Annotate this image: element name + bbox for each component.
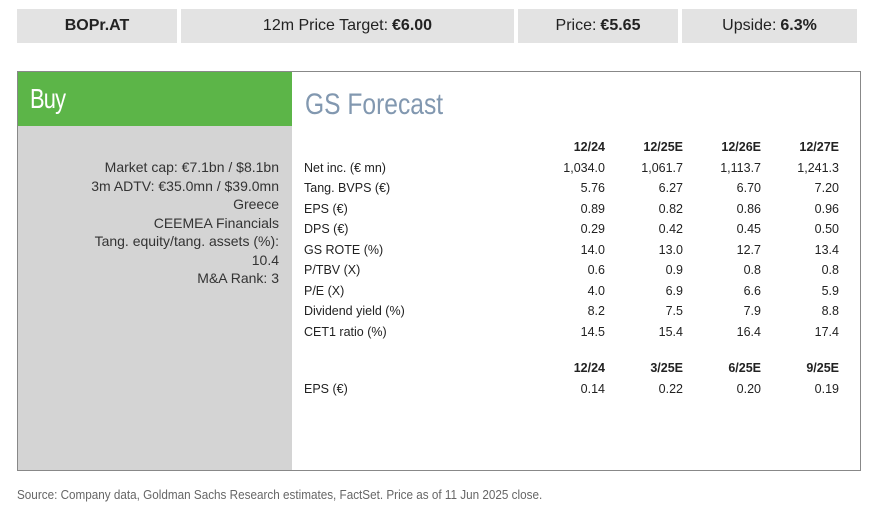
table-row: DPS (€) 0.29 0.42 0.45 0.50 xyxy=(304,219,839,240)
meta-market-cap: Market cap: €7.1bn / $8.1bn xyxy=(104,159,279,175)
table-row: EPS (€) 0.14 0.22 0.20 0.19 xyxy=(304,379,839,400)
table-cell: 6.70 xyxy=(736,181,761,196)
price-target-label: 12m Price Target: xyxy=(262,17,389,34)
table-cell: 0.96 xyxy=(814,201,839,216)
column-header: 12/25E xyxy=(643,140,683,155)
meta-country: Greece xyxy=(233,196,279,212)
table-cell: 0.50 xyxy=(814,222,839,237)
quarterly-forecast-table: 12/24 3/25E 6/25E 9/25E EPS (€) 0.14 0.22 0.20… xyxy=(304,358,839,399)
table-cell: 0.8 xyxy=(743,263,761,278)
upside: Upside: 6.3% xyxy=(682,9,857,43)
table-cell: 6.9 xyxy=(665,283,683,298)
meta-tang-equity-label: Tang. equity/tang. assets (%): xyxy=(94,233,279,249)
table-cell: 0.29 xyxy=(580,222,605,237)
meta-ma-rank: M&A Rank: 3 xyxy=(197,270,279,286)
column-header: 9/25E xyxy=(806,361,839,376)
column-header: 12/26E xyxy=(721,140,761,155)
table-header-row: 12/24 3/25E 6/25E 9/25E xyxy=(304,358,839,379)
table-row: GS ROTE (%) 14.0 13.0 12.7 13.4 xyxy=(304,240,839,261)
column-header: 12/24 xyxy=(573,361,605,376)
row-label: DPS (€) xyxy=(304,222,349,237)
upside-label: Upside: xyxy=(722,17,777,34)
column-header: 6/25E xyxy=(728,361,761,376)
price-label: Price: xyxy=(555,17,597,34)
row-label: Dividend yield (%) xyxy=(304,304,405,319)
table-cell: 7.5 xyxy=(665,304,683,319)
table-cell: 0.45 xyxy=(736,222,761,237)
table-cell: 6.27 xyxy=(658,181,683,196)
column-header: 12/24 xyxy=(573,140,605,155)
table-cell: 0.89 xyxy=(580,201,605,216)
table-row: EPS (€) 0.89 0.82 0.86 0.96 xyxy=(304,199,839,220)
table-cell: 5.76 xyxy=(580,181,605,196)
table-row: P/E (X) 4.0 6.9 6.6 5.9 xyxy=(304,281,839,302)
ticker: BOPr.AT xyxy=(17,9,177,43)
row-label: P/TBV (X) xyxy=(304,263,361,278)
rating-label: Buy xyxy=(30,83,66,114)
table-row: Tang. BVPS (€) 5.76 6.27 6.70 7.20 xyxy=(304,178,839,199)
table-cell: 1,241.3 xyxy=(797,160,839,175)
table-cell: 5.9 xyxy=(821,283,839,298)
table-header-row: 12/24 12/25E 12/26E 12/27E xyxy=(304,137,839,158)
meta-adtv: 3m ADTV: €35.0mn / $39.0mn xyxy=(91,177,279,194)
table-cell: 1,113.7 xyxy=(720,160,761,175)
summary-bar: BOPr.AT 12m Price Target: €6.00 Price: €5.… xyxy=(17,9,861,43)
table-cell: 1,061.7 xyxy=(641,160,683,175)
table-cell: 7.9 xyxy=(743,304,761,319)
table-row: CET1 ratio (%) 14.5 15.4 16.4 17.4 xyxy=(304,322,839,343)
table-row: Dividend yield (%) 8.2 7.5 7.9 8.8 xyxy=(304,301,839,322)
table-cell: 13.4 xyxy=(814,242,839,257)
table-cell: 0.20 xyxy=(736,381,761,396)
report-box: Buy Market cap: €7.1bn / $8.1bn 3m ADTV:… xyxy=(17,71,861,471)
forecast-panel: GS Forecast 12/24 12/25E 12/26E 12/27E Net … xyxy=(292,72,860,470)
left-panel: Buy Market cap: €7.1bn / $8.1bn 3m ADTV:… xyxy=(18,72,292,470)
rating-banner: Buy xyxy=(18,72,292,126)
table-cell: 0.9 xyxy=(665,263,683,278)
table-row: Net inc. (€ mn) 1,034.0 1,061.7 1,113.7 1,24… xyxy=(304,158,839,179)
table-cell: 14.5 xyxy=(580,324,605,339)
upside-value: 6.3% xyxy=(780,17,817,34)
column-header: 3/25E xyxy=(650,361,683,376)
table-cell: 0.86 xyxy=(736,201,761,216)
table-cell: 7.20 xyxy=(814,181,839,196)
table-cell: 0.14 xyxy=(580,381,605,396)
table-cell: 8.8 xyxy=(821,304,839,319)
table-cell: 12.7 xyxy=(736,242,761,257)
price: Price: €5.65 xyxy=(518,9,678,43)
row-label: EPS (€) xyxy=(304,381,348,396)
column-header: 12/27E xyxy=(799,140,839,155)
annual-forecast-table: 12/24 12/25E 12/26E 12/27E Net inc. (€ mn) 1… xyxy=(304,137,839,342)
table-cell: 0.22 xyxy=(658,381,683,396)
table-cell: 4.0 xyxy=(587,283,605,298)
table-cell: 6.6 xyxy=(743,283,761,298)
table-cell: 15.4 xyxy=(658,324,683,339)
table-cell: 16.4 xyxy=(736,324,761,339)
table-row: P/TBV (X) 0.6 0.9 0.8 0.8 xyxy=(304,260,839,281)
table-cell: 0.82 xyxy=(658,201,683,216)
source-note: Source: Company data, Goldman Sachs Rese… xyxy=(17,487,543,502)
row-label: GS ROTE (%) xyxy=(304,242,384,257)
row-label: EPS (€) xyxy=(304,201,348,216)
table-cell: 14.0 xyxy=(580,242,605,257)
table-cell: 0.42 xyxy=(658,222,683,237)
price-value: €5.65 xyxy=(600,17,641,34)
forecast-title: GS Forecast xyxy=(305,88,444,121)
table-cell: 0.6 xyxy=(587,263,605,278)
row-label: Tang. BVPS (€) xyxy=(304,181,391,196)
row-label: CET1 ratio (%) xyxy=(304,324,387,339)
company-meta: Market cap: €7.1bn / $8.1bn 3m ADTV: €35… xyxy=(29,158,279,288)
price-target: 12m Price Target: €6.00 xyxy=(181,9,514,43)
table-cell: 13.0 xyxy=(658,242,683,257)
row-label: Net inc. (€ mn) xyxy=(304,160,386,175)
table-cell: 1,034.0 xyxy=(563,160,605,175)
row-label: P/E (X) xyxy=(304,283,345,298)
table-cell: 8.2 xyxy=(587,304,605,319)
meta-tang-equity-value: 10.4 xyxy=(251,251,279,268)
meta-sector: CEEMEA Financials xyxy=(153,214,279,231)
table-cell: 17.4 xyxy=(814,324,839,339)
table-cell: 0.19 xyxy=(814,381,839,396)
table-cell: 0.8 xyxy=(821,263,839,278)
price-target-value: €6.00 xyxy=(392,17,433,34)
